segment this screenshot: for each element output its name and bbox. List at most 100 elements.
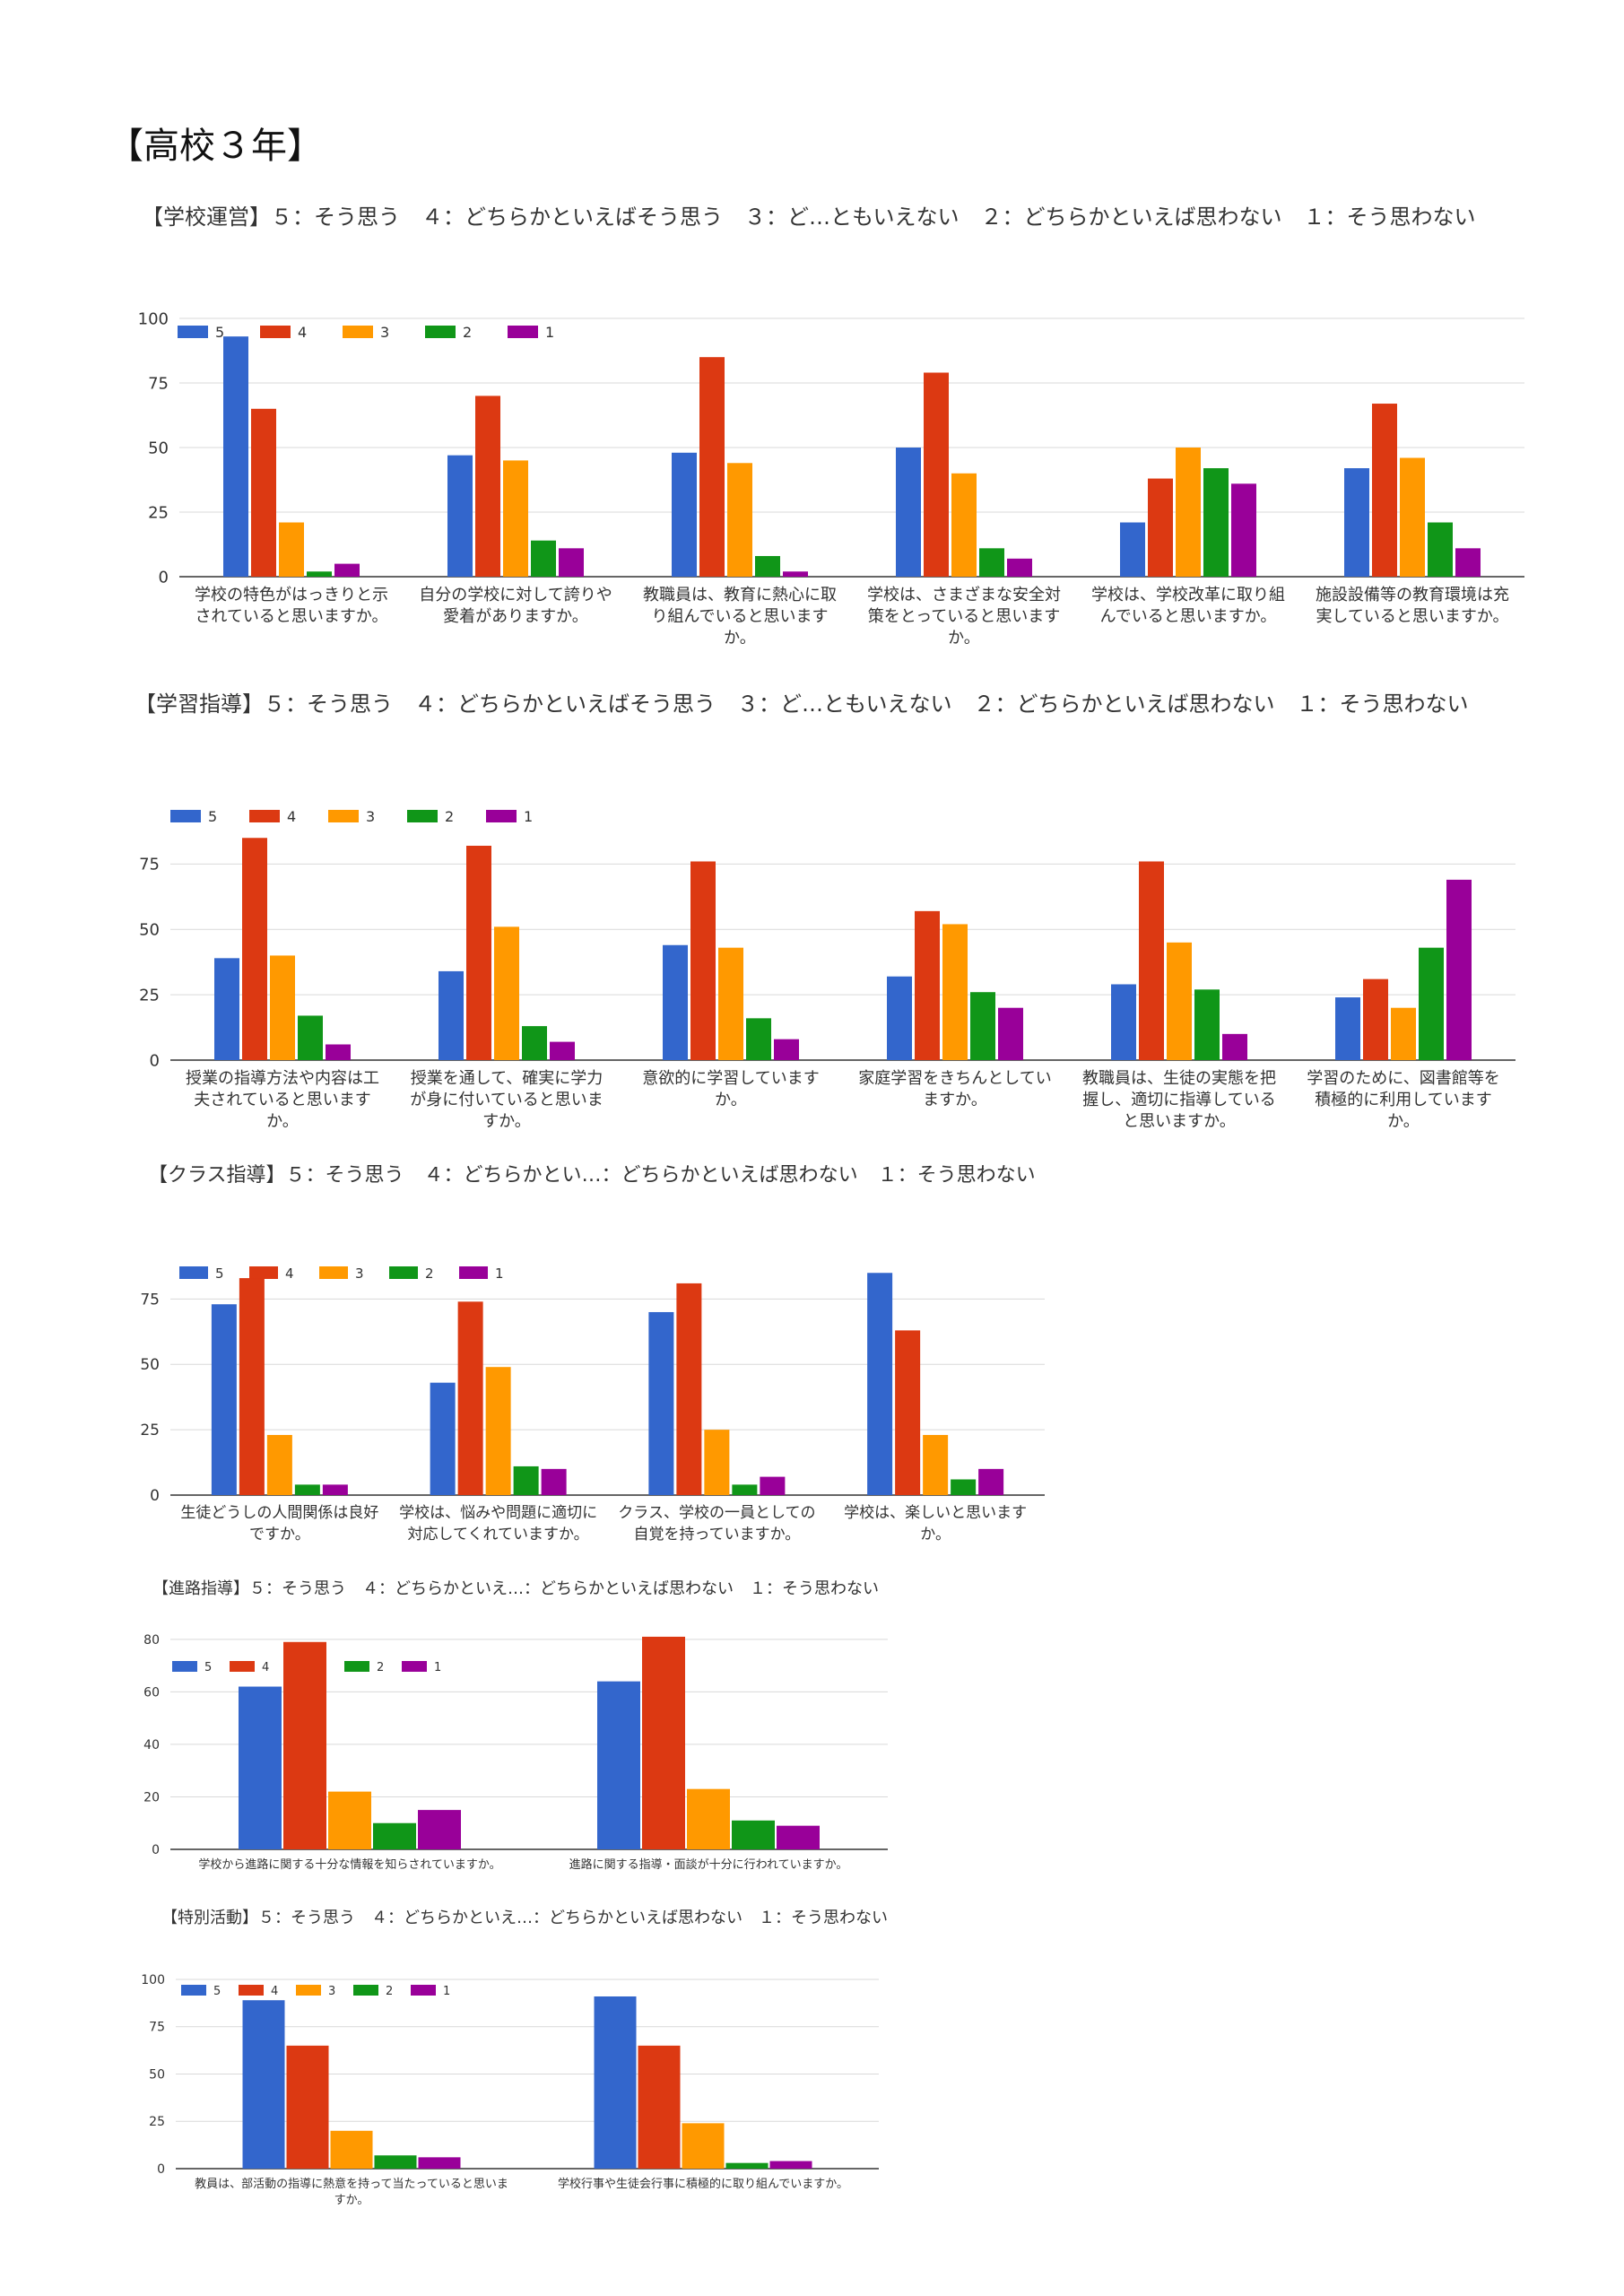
bar <box>783 571 808 577</box>
bar <box>298 1015 323 1060</box>
bar <box>1222 1033 1247 1060</box>
y-tick-label: 25 <box>140 1422 160 1439</box>
y-tick-label: 75 <box>148 374 169 393</box>
bar <box>373 1822 416 1849</box>
category-label: 学習のために、図書館等を <box>1307 1069 1499 1088</box>
bar <box>1176 448 1201 577</box>
legend-swatch <box>239 1985 264 1996</box>
category-label: 学校の特色がはっきりと示 <box>195 586 388 604</box>
bar <box>597 1681 640 1849</box>
legend-label: 3 <box>355 1265 364 1282</box>
category-label: 夫されていると思います <box>194 1091 370 1109</box>
legend-swatch <box>389 1266 418 1279</box>
y-tick-label: 75 <box>140 1291 160 1309</box>
bar <box>690 861 716 1060</box>
legend-label: 2 <box>386 1985 393 1998</box>
y-tick-label: 0 <box>159 568 169 587</box>
legend-label: 1 <box>434 1661 441 1674</box>
bar <box>550 1041 575 1060</box>
legend-swatch <box>181 1985 206 1996</box>
bar <box>727 463 752 577</box>
category-label: 策をとっていると思います <box>868 607 1061 626</box>
category-label: 学校から進路に関する十分な情報を知らされていますか。 <box>198 1857 500 1872</box>
bar <box>978 1468 1004 1495</box>
bar <box>1203 468 1229 577</box>
legend-label: 2 <box>463 324 472 341</box>
legend-label: 5 <box>215 1265 224 1282</box>
legend-swatch <box>260 326 291 338</box>
bar <box>699 357 725 577</box>
bar <box>475 396 500 577</box>
bar <box>769 2161 812 2169</box>
category-label: か。 <box>715 1091 747 1109</box>
category-label: 家庭学習をきちんとしてい <box>858 1069 1051 1088</box>
category-label: が身に付いていると思いま <box>410 1091 603 1109</box>
y-tick-label: 60 <box>143 1685 160 1700</box>
bar <box>1194 989 1220 1060</box>
category-label: すか。 <box>334 2194 369 2207</box>
y-tick-label: 20 <box>143 1790 160 1805</box>
category-label: と思いますか。 <box>1123 1112 1236 1131</box>
y-tick-label: 25 <box>149 2115 165 2129</box>
bar <box>239 1278 265 1495</box>
chart-title-school-management: 【学校運営】５：そう思う ４：どちらかといえばそう思う ３：ど…ともいえない ２… <box>142 204 1476 230</box>
category-label: か。 <box>724 629 756 648</box>
bar <box>704 1430 730 1495</box>
bar <box>214 958 239 1060</box>
category-label: 積極的に利用しています <box>1315 1091 1491 1109</box>
category-label: ですか。 <box>249 1526 310 1544</box>
category-label: んでいると思いますか。 <box>1100 607 1277 626</box>
category-label: 教職員は、教育に熱心に取 <box>643 586 837 604</box>
bar <box>924 372 949 577</box>
category-label: り組んでいると思います <box>651 607 828 626</box>
category-label: 愛着がありますか。 <box>443 607 588 626</box>
chart-title-special-activities: 【特別活動】５：そう思う ４：どちらかといえ…：どちらかといえば思わない １：そ… <box>161 1909 888 1927</box>
y-tick-label: 50 <box>139 921 160 940</box>
category-label: 授業を通して、確実に学力 <box>411 1069 604 1088</box>
legend-swatch <box>425 326 456 338</box>
category-label: 自分の学校に対して誇りや <box>419 586 612 604</box>
legend-swatch <box>319 1266 348 1279</box>
legend-swatch <box>179 1266 208 1279</box>
y-tick-label: 100 <box>138 309 169 328</box>
category-label: か。 <box>920 1526 951 1544</box>
legend-label: 1 <box>524 808 533 825</box>
bar <box>374 2155 417 2169</box>
legend-label: 1 <box>545 324 554 341</box>
legend-swatch <box>170 810 201 822</box>
bar <box>755 555 780 577</box>
legend-swatch <box>344 1661 369 1672</box>
bar <box>1455 548 1481 577</box>
bar <box>418 2157 461 2169</box>
legend-swatch <box>486 810 517 822</box>
bar <box>970 992 995 1060</box>
bar <box>682 2123 725 2169</box>
bar <box>266 1434 292 1495</box>
bar <box>1344 468 1369 577</box>
bar <box>283 1641 326 1849</box>
bar <box>1167 942 1192 1060</box>
legend-swatch <box>230 1661 255 1672</box>
bar <box>513 1465 539 1495</box>
bar <box>439 970 464 1060</box>
bar <box>279 522 304 577</box>
bar <box>485 1367 511 1495</box>
y-tick-label: 0 <box>150 1051 160 1070</box>
bar <box>951 1479 977 1495</box>
bar <box>294 1484 320 1495</box>
bar <box>951 473 977 577</box>
bar <box>322 1484 348 1495</box>
category-label: 握し、適切に指導している <box>1082 1091 1275 1109</box>
category-label: か。 <box>1387 1112 1420 1131</box>
bar <box>998 1007 1023 1060</box>
legend-label: 5 <box>213 1985 221 1998</box>
category-label: か。 <box>266 1112 299 1131</box>
category-label: ますか。 <box>923 1091 987 1109</box>
bar <box>251 408 276 577</box>
bar <box>760 1476 786 1495</box>
legend-swatch <box>296 1985 321 1996</box>
y-tick-label: 0 <box>152 1843 160 1857</box>
category-label: 意欲的に学習しています <box>642 1069 819 1088</box>
y-tick-label: 25 <box>148 503 169 522</box>
